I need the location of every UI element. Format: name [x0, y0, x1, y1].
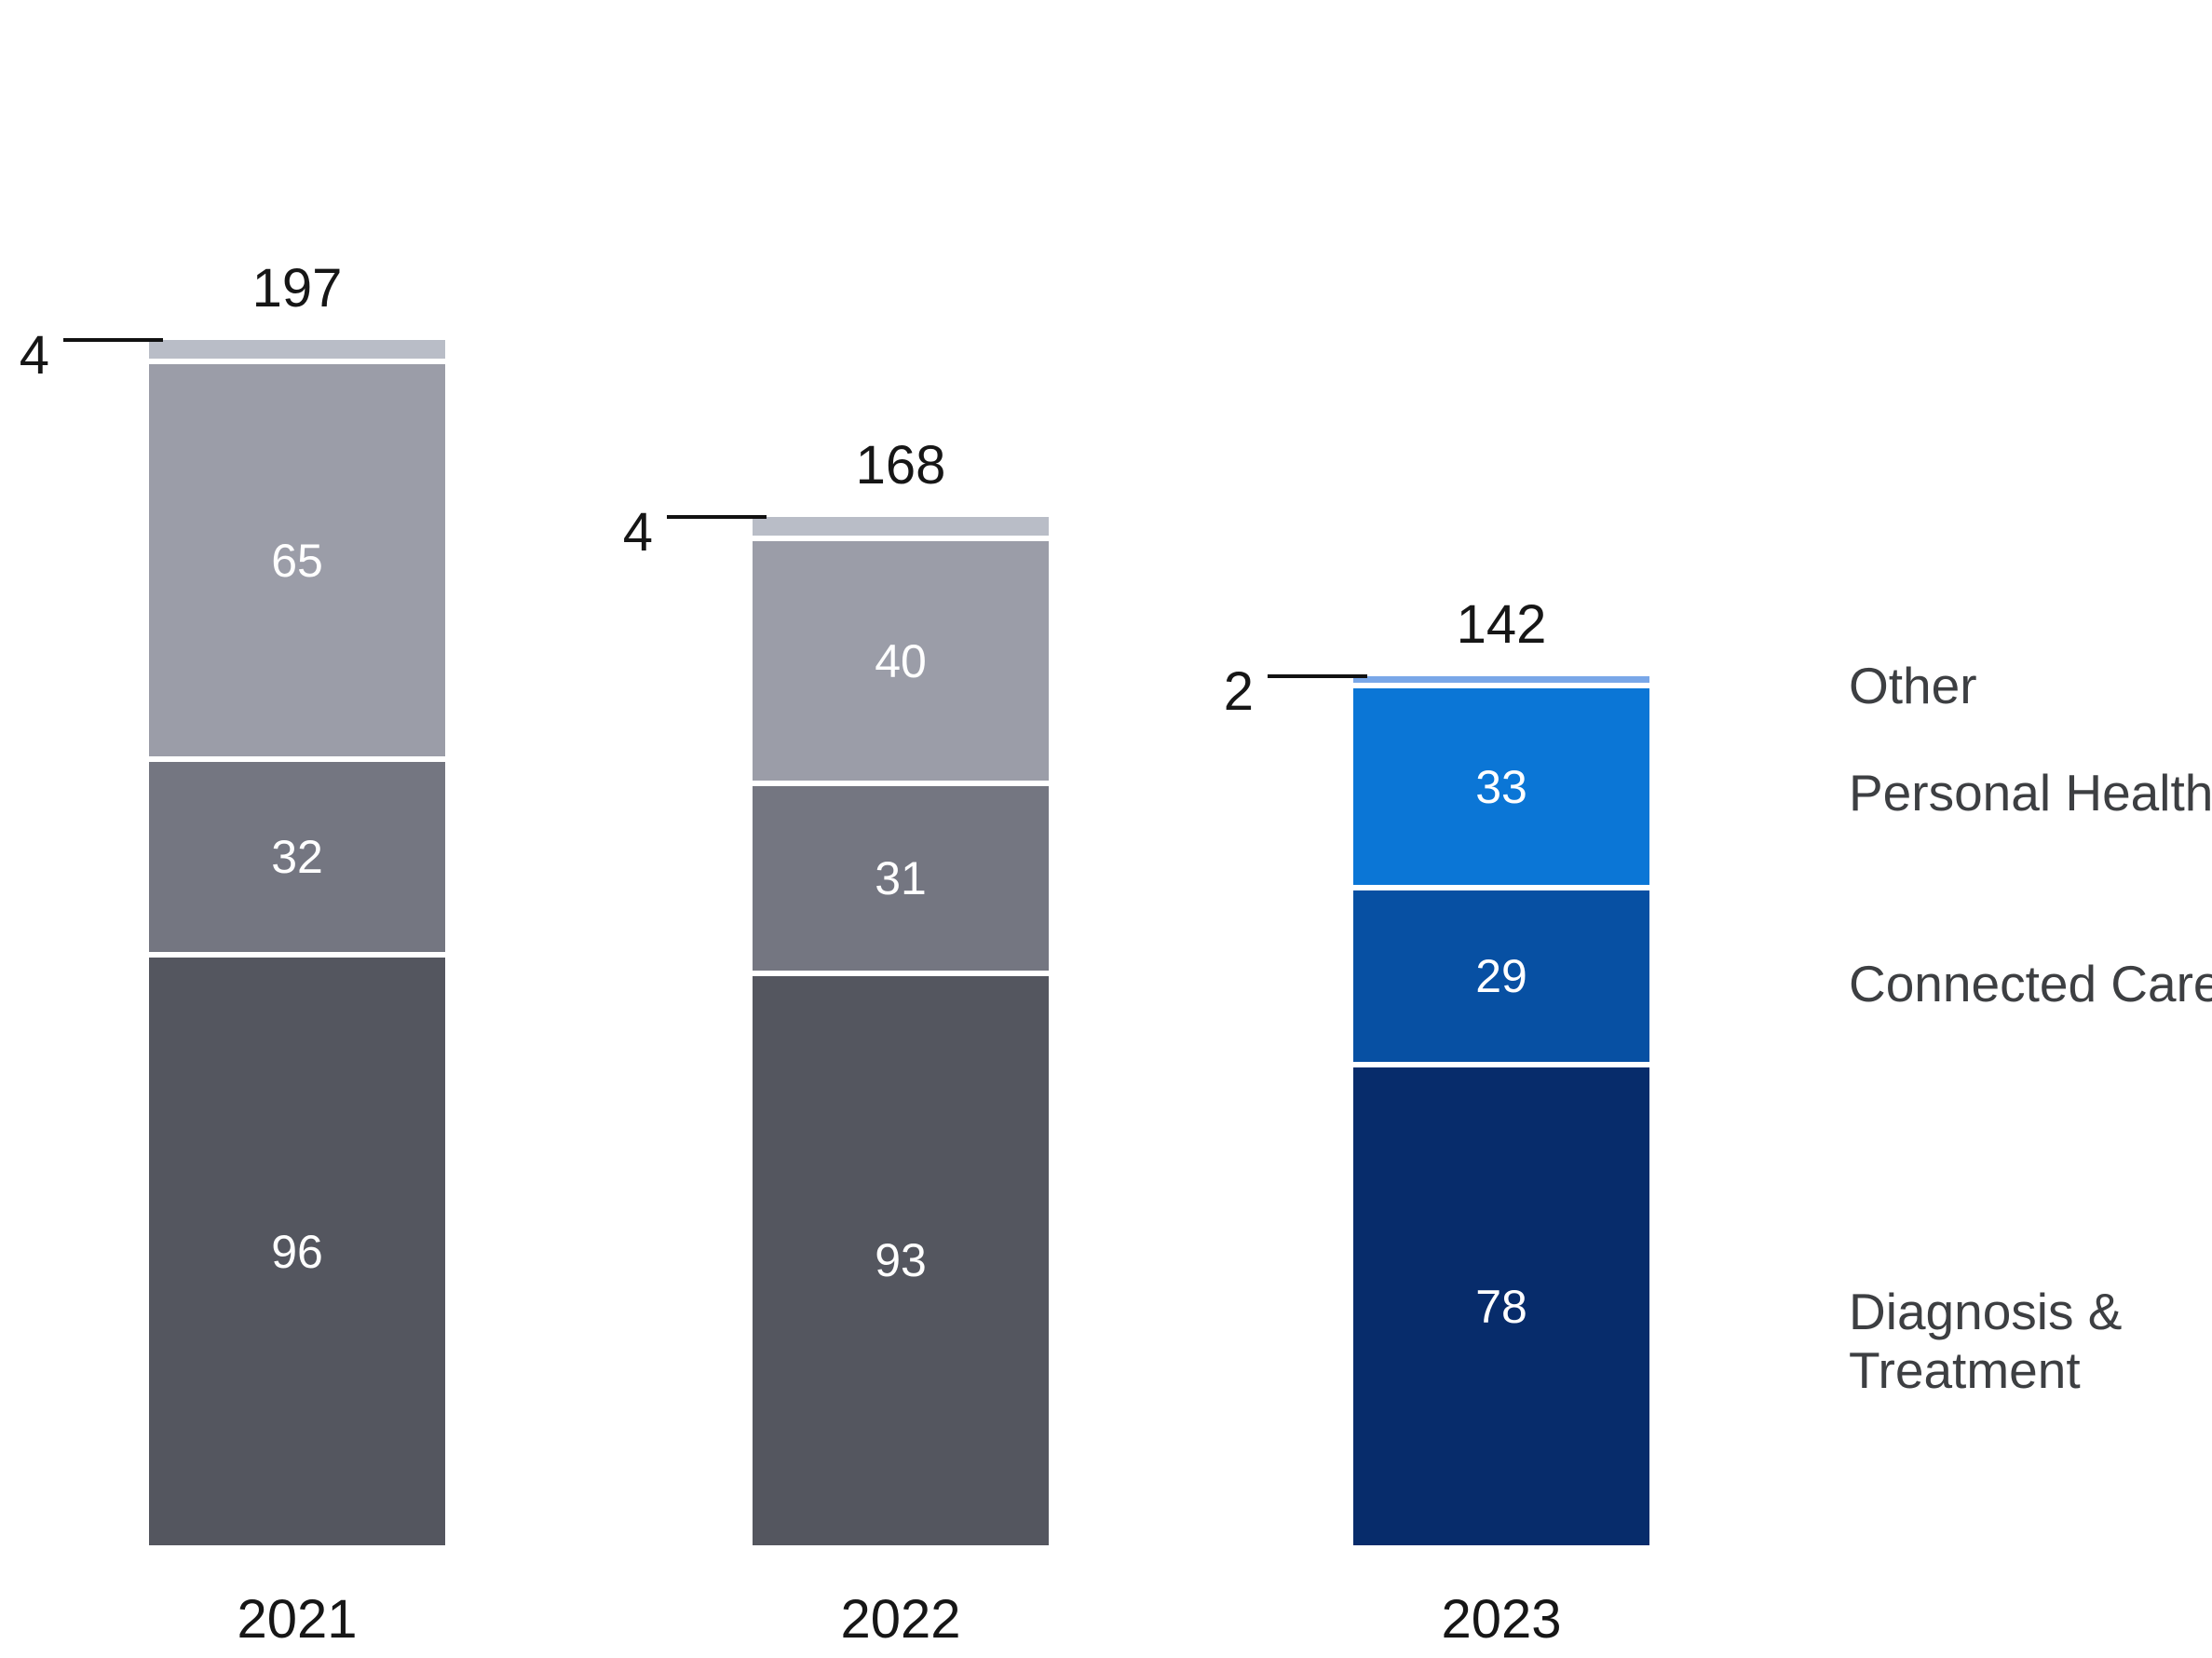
segment-value-label: 29 [1475, 950, 1527, 1003]
callout-line-2023 [1268, 674, 1367, 678]
segment-value-label: 93 [875, 1234, 927, 1287]
x-axis-label-2023: 2023 [1441, 1589, 1562, 1650]
callout-value-2021: 4 [19, 325, 49, 386]
segment-2023-personal-health: 33 [1353, 688, 1649, 890]
bar-2022: 40 31 93 [753, 517, 1049, 1545]
bar-2023: 33 29 78 [1353, 676, 1649, 1545]
segment-value-label: 78 [1475, 1280, 1527, 1333]
segment-value-label: 40 [875, 634, 927, 687]
segment-value-label: 96 [271, 1225, 323, 1278]
segment-2023-other [1353, 676, 1649, 689]
segment-value-label: 31 [875, 851, 927, 904]
total-label-2022: 168 [855, 435, 946, 496]
total-label-2023: 142 [1456, 594, 1547, 655]
segment-2023-diagnosis-treatment: 78 [1353, 1067, 1649, 1545]
segment-2022-other [753, 517, 1049, 542]
segment-value-label: 33 [1475, 760, 1527, 813]
segment-value-label: 65 [271, 534, 323, 587]
x-axis-label-2022: 2022 [840, 1589, 961, 1650]
legend-item-diagnosis-treatment: Diagnosis & Treatment [1849, 1283, 2123, 1399]
bar-2021: 65 32 96 [149, 340, 445, 1545]
segment-value-label: 32 [271, 831, 323, 884]
segment-2022-diagnosis-treatment: 93 [753, 975, 1049, 1545]
segment-2022-personal-health: 40 [753, 541, 1049, 787]
total-label-2021: 197 [251, 258, 343, 319]
segment-2021-other [149, 340, 445, 365]
legend-item-connected-care: Connected Care [1849, 954, 2212, 1012]
segment-2021-personal-health: 65 [149, 364, 445, 763]
segment-2021-diagnosis-treatment: 96 [149, 958, 445, 1545]
segment-2023-connected-care: 29 [1353, 890, 1649, 1068]
legend-item-other: Other [1849, 656, 1977, 714]
callout-value-2023: 2 [1223, 661, 1254, 722]
legend-item-personal-health: Personal Health [1849, 763, 2212, 822]
callout-line-2021 [63, 338, 163, 342]
segment-2022-connected-care: 31 [753, 786, 1049, 976]
callout-line-2022 [667, 515, 767, 519]
segment-2021-connected-care: 32 [149, 762, 445, 958]
callout-value-2022: 4 [622, 502, 653, 563]
x-axis-label-2021: 2021 [237, 1589, 358, 1650]
